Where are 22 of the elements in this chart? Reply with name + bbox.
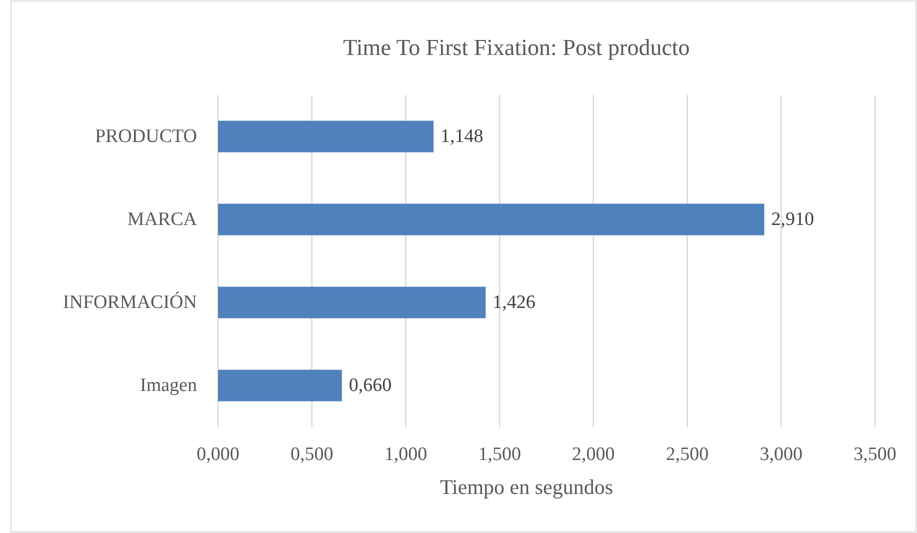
bar: [218, 120, 434, 152]
y-tick-label: Imagen: [140, 375, 198, 396]
y-tick-label: INFORMACIÓN: [62, 291, 198, 313]
x-tick-label: 0,500: [290, 444, 334, 465]
bar: [218, 204, 764, 236]
data-label: 1,148: [440, 126, 484, 147]
x-tick-label: 1,000: [384, 444, 428, 465]
y-tick-label: MARCA: [127, 209, 198, 230]
x-tick-label: 3,000: [760, 444, 803, 465]
x-tick-label: 0,000: [196, 444, 240, 465]
chart-title: Time To First Fixation: Post producto: [343, 35, 690, 60]
x-axis-title: Tiempo en segundos: [440, 475, 614, 499]
x-tick-label: 2,000: [572, 444, 615, 465]
data-label: 0,660: [348, 375, 392, 396]
y-tick-label: PRODUCTO: [94, 126, 197, 147]
bar: [218, 286, 486, 318]
x-tick-label: 3,500: [854, 444, 896, 465]
x-tick-label: 2,500: [666, 444, 709, 465]
data-label: 1,426: [492, 292, 536, 313]
data-label: 2,910: [771, 209, 814, 230]
x-tick-label: 1,500: [478, 444, 521, 465]
bar: [218, 370, 342, 402]
